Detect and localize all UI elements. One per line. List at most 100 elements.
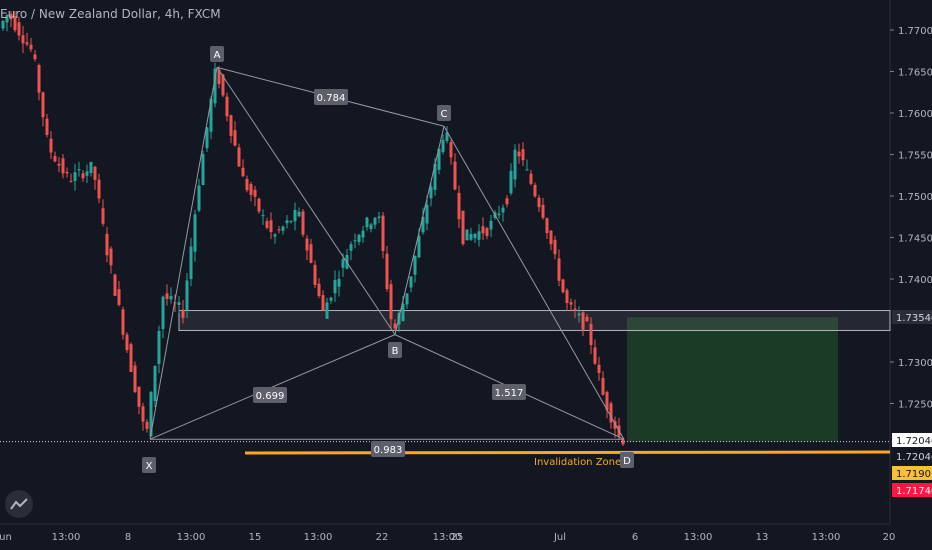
candle-body xyxy=(29,44,33,50)
price-tag-label: 1.72040 xyxy=(896,452,932,463)
candle-body xyxy=(265,221,269,228)
candle-body xyxy=(457,192,461,220)
candle-body xyxy=(569,302,573,305)
candle-body xyxy=(333,280,337,294)
candle-body xyxy=(21,35,25,44)
candle-body xyxy=(129,344,133,373)
candle-body xyxy=(549,230,553,245)
x-tick-label: 13:00 xyxy=(304,532,333,543)
candle-body xyxy=(257,198,261,212)
x-tick-label: 13:00 xyxy=(433,532,462,543)
x-tick-label: 13:00 xyxy=(812,532,841,543)
candle-body xyxy=(541,204,545,218)
candle-body xyxy=(217,69,221,85)
candle-body xyxy=(293,209,297,222)
candle-body xyxy=(89,161,93,174)
candle-body xyxy=(53,156,57,162)
invalidation-label: Invalidation Zone xyxy=(534,457,621,468)
price-tag-bg xyxy=(892,310,932,324)
tradingview-logo-icon[interactable] xyxy=(5,490,33,518)
candle-body xyxy=(477,231,481,240)
candle-body xyxy=(33,54,37,60)
candle-body xyxy=(1,20,5,29)
ratio-label: 0.983 xyxy=(374,445,403,456)
candle-body xyxy=(137,386,141,407)
candle-body xyxy=(253,189,257,197)
y-tick-label: 1.76500 xyxy=(898,68,932,79)
candle-body xyxy=(505,198,509,205)
x-tick-label: 13 xyxy=(756,532,769,543)
candle-body xyxy=(577,313,581,316)
candle-body xyxy=(409,276,413,288)
candle-body xyxy=(69,180,73,182)
price-tag-bg xyxy=(892,483,932,497)
x-tick-label: Jul xyxy=(553,532,566,543)
point-label: A xyxy=(214,50,221,61)
x-tick-label: 22 xyxy=(376,532,389,543)
candle-body xyxy=(441,139,445,153)
ratio-label-bg xyxy=(253,387,287,403)
candle-body xyxy=(613,420,617,429)
candle-body xyxy=(461,210,465,245)
point-label: B xyxy=(392,346,399,357)
candle-body xyxy=(513,149,517,180)
candle-body xyxy=(353,240,357,242)
candle-body xyxy=(445,132,449,141)
point-label-bg xyxy=(142,457,156,473)
x-tick-label: 8 xyxy=(125,532,131,543)
candle-body xyxy=(489,220,493,230)
candle-body xyxy=(421,216,425,233)
x-tick-label: 13:00 xyxy=(684,532,713,543)
candle-body xyxy=(93,166,97,180)
candle-body xyxy=(365,217,369,228)
candle-body xyxy=(377,216,381,219)
point-label: D xyxy=(623,456,631,467)
point-label-bg xyxy=(210,46,224,62)
candle-body xyxy=(481,226,485,234)
x-tick-label: 20 xyxy=(883,532,896,543)
candle-body xyxy=(101,208,105,224)
candles xyxy=(1,11,625,446)
candle-body xyxy=(201,153,205,185)
candle-body xyxy=(213,68,217,104)
candle-body xyxy=(117,289,121,305)
candle-body xyxy=(289,221,293,223)
ratio-label: 0.699 xyxy=(256,391,285,402)
candle-body xyxy=(453,161,457,190)
candle-body xyxy=(341,259,345,268)
price-tag-bg xyxy=(892,449,932,463)
candle-body xyxy=(485,228,489,236)
candle-body xyxy=(533,184,537,197)
candle-body xyxy=(545,218,549,233)
candle-body xyxy=(193,214,197,252)
candle-body xyxy=(141,406,145,422)
y-tick-label: 1.75500 xyxy=(898,151,932,162)
y-tick-label: 1.76000 xyxy=(898,109,932,120)
pattern-xb xyxy=(149,334,396,440)
candle-body xyxy=(189,246,193,279)
candle-body xyxy=(301,211,305,235)
candle-body xyxy=(317,283,321,296)
candle-body xyxy=(161,296,165,330)
candle-body xyxy=(573,308,577,311)
candle-body xyxy=(221,74,225,96)
candle-body xyxy=(273,234,277,237)
candle-body xyxy=(337,278,341,287)
y-tick-label: 1.72500 xyxy=(898,400,932,411)
candle-body xyxy=(45,118,49,135)
candle-body xyxy=(413,255,417,275)
candle-body xyxy=(169,296,173,300)
candle-body xyxy=(405,293,409,305)
candle-body xyxy=(401,303,405,321)
candle-body xyxy=(5,14,9,23)
candle-body xyxy=(153,365,157,402)
candle-body xyxy=(473,233,477,239)
candle-body xyxy=(525,169,529,171)
point-label-bg xyxy=(620,452,634,468)
candle-body xyxy=(105,233,109,256)
candle-body xyxy=(521,149,525,161)
x-tick-label: Jun xyxy=(0,532,12,543)
pattern-cd xyxy=(443,126,625,440)
